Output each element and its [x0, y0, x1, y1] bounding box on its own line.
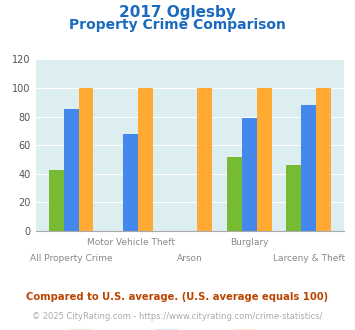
Bar: [197, 88, 212, 231]
Bar: [64, 110, 78, 231]
Text: Property Crime Comparison: Property Crime Comparison: [69, 18, 286, 32]
Bar: [316, 88, 331, 231]
Text: Larceny & Theft: Larceny & Theft: [273, 254, 345, 263]
Bar: [138, 88, 153, 231]
Text: © 2025 CityRating.com - https://www.cityrating.com/crime-statistics/: © 2025 CityRating.com - https://www.city…: [32, 312, 323, 321]
Legend: Oglesby, Illinois, National: Oglesby, Illinois, National: [64, 326, 316, 330]
Bar: [301, 105, 316, 231]
Bar: [123, 134, 138, 231]
Bar: [286, 165, 301, 231]
Bar: [78, 88, 93, 231]
Text: Arson: Arson: [177, 254, 203, 263]
Text: Compared to U.S. average. (U.S. average equals 100): Compared to U.S. average. (U.S. average …: [26, 292, 329, 302]
Text: Motor Vehicle Theft: Motor Vehicle Theft: [87, 238, 175, 247]
Text: All Property Crime: All Property Crime: [30, 254, 113, 263]
Text: Burglary: Burglary: [230, 238, 269, 247]
Bar: [227, 157, 242, 231]
Bar: [257, 88, 272, 231]
Bar: [49, 170, 64, 231]
Bar: [242, 118, 257, 231]
Text: 2017 Oglesby: 2017 Oglesby: [119, 5, 236, 20]
